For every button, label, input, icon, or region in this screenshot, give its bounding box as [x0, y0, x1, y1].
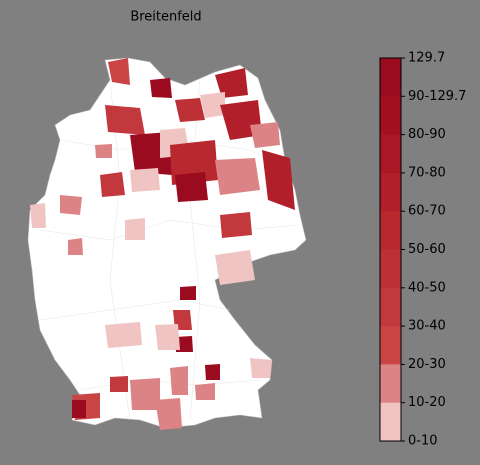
colorbar-band [380, 249, 401, 289]
colorbar-label: 10-20 [408, 395, 446, 410]
germany-map [27, 57, 307, 430]
colorbar-label: 0-10 [408, 434, 438, 449]
colorbar-label: 90-129.7 [408, 89, 466, 104]
colorbar-band [380, 58, 401, 97]
colorbar-band [380, 211, 401, 250]
colorbar-label: 70-80 [408, 165, 446, 180]
colorbar-label: 80-90 [408, 127, 446, 142]
colorbar-label: 40-50 [408, 280, 446, 295]
colorbar-label: 20-30 [408, 357, 446, 372]
colorbar-band [380, 364, 401, 404]
colorbar-band [380, 287, 401, 327]
colorbar-label: 30-40 [408, 319, 446, 334]
colorbar-band [380, 96, 401, 136]
map-title: Breitenfeld [130, 10, 201, 25]
district-fills [30, 58, 295, 430]
colorbar-label: 50-60 [408, 242, 446, 257]
colorbar-band [380, 134, 401, 174]
colorbar-band [380, 172, 401, 212]
colorbar-band [380, 402, 401, 442]
colorbar: 129.7 90-129.7 80-90 70-80 60-70 50-60 40-50 30… [379, 51, 466, 449]
colorbar-band [380, 326, 401, 365]
colorbar-label: 129.7 [408, 51, 445, 66]
colorbar-label: 60-70 [408, 204, 446, 219]
